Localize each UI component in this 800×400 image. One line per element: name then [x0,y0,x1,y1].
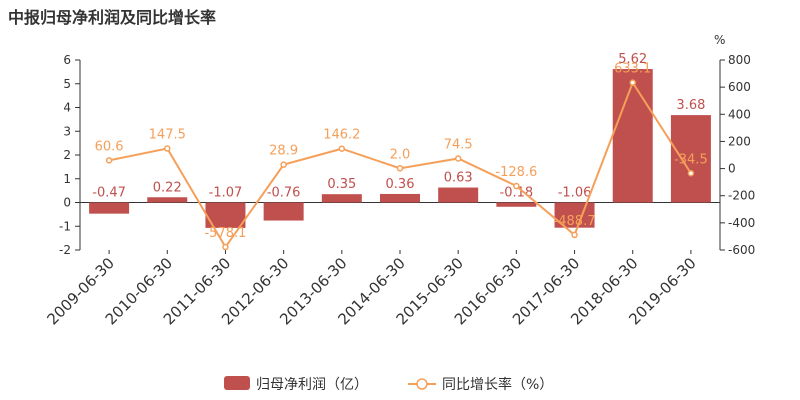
y-right-tick-label: 600 [728,80,751,94]
y-right-tick-label: -200 [728,189,755,203]
bar-data-label: 0.63 [444,171,473,186]
y-right-tick-label: 400 [728,107,751,121]
line-data-label: 633.1 [614,62,651,77]
legend-bar-label: 归母净利润（亿） [256,376,368,393]
bar-data-label: 5.62 [618,52,647,67]
bar [380,193,420,203]
bar-data-label: -0.76 [267,186,301,201]
growth-point [338,145,346,152]
bar-data-label: 0.22 [153,180,182,195]
bar [263,202,304,221]
y-left-tick-label: 3 [63,124,71,138]
y-right-tick-label: 800 [728,53,751,67]
bar-data-label: 3.68 [676,98,705,113]
growth-point [629,79,636,86]
y-left-tick-label: 1 [63,172,71,186]
line-data-label: -488.7 [554,214,596,229]
y-left-tick-label: 5 [63,77,71,91]
y-right-tick-label: 200 [728,134,751,148]
line-data-label: 28.9 [269,144,298,159]
bar [612,69,653,203]
bar [496,202,537,207]
y-left-tick-label: -2 [59,243,71,257]
growth-point [513,182,520,190]
y-left-tick-label: 0 [63,196,71,210]
bar [147,197,188,203]
legend-line-label: 同比增长率（%） [442,376,553,393]
line-data-label: 74.5 [444,137,473,152]
bar [321,194,362,203]
bar-data-label: -0.47 [92,186,126,201]
growth-line [108,80,692,249]
chart-title: 中报归母净利润及同比增长率 [8,8,217,27]
bar [89,202,130,214]
growth-point [164,145,171,152]
line-data-label: 146.2 [323,128,360,143]
line-data-label: -578.1 [204,226,246,241]
y-right-tick-label: -400 [728,216,755,230]
y-right-unit-label: % [714,33,725,47]
bar-data-label: -1.06 [558,186,592,201]
bar-data-label: -1.07 [209,186,243,201]
legend-bar-swatch [224,376,250,390]
bar-data-label: 0.36 [386,177,415,192]
growth-point [396,165,404,172]
growth-point [687,170,695,177]
y-right-tick-label: -600 [728,243,755,257]
line-data-label: -128.6 [495,165,537,180]
line-data-label: 60.6 [95,139,124,154]
growth-point [280,161,287,168]
bar [438,187,479,203]
growth-point [222,243,229,251]
bar [670,115,711,203]
line-data-label: -34.5 [674,152,708,167]
growth-point [105,157,113,164]
y-left-tick-label: -1 [59,219,71,233]
line-data-label: 147.5 [149,128,186,143]
line-data-label: 2.0 [390,147,411,162]
y-left-tick-label: 2 [63,148,71,162]
y-left-tick-label: 6 [63,53,71,67]
bar-data-label: 0.35 [327,177,356,192]
growth-point [454,155,462,162]
legend-line-marker [416,378,428,390]
bar-data-label: -0.18 [500,186,534,201]
y-left-tick-label: 4 [63,101,71,115]
y-right-tick-label: 0 [728,162,736,176]
growth-point [571,231,578,239]
